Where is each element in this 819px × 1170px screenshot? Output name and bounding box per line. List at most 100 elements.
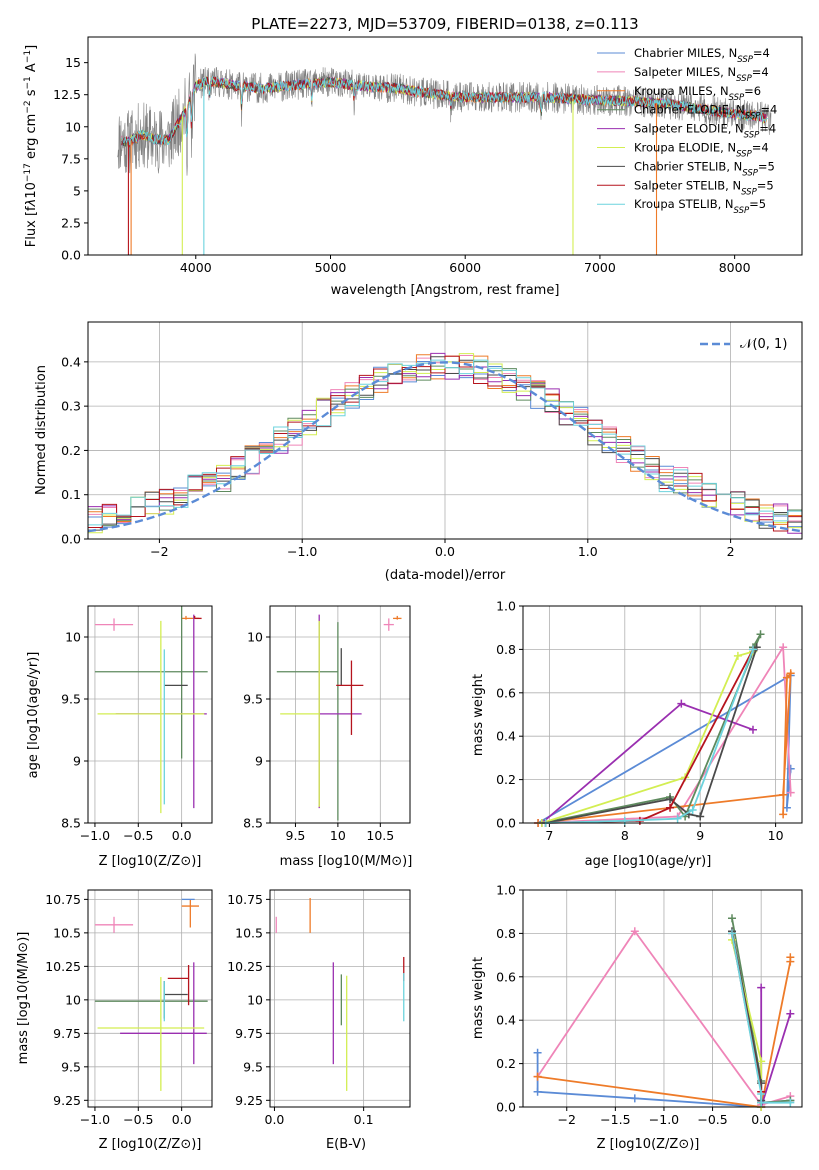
wage-marker-kroupa_stelib	[748, 645, 757, 654]
massz-frame	[87, 889, 213, 1108]
wz-marker-kroupa_miles	[786, 953, 795, 962]
age-vs-mass-panel: 9.5 10 10.5 8.5 9 9.5 10	[243, 605, 411, 843]
massz-ytick-label: 10	[65, 992, 81, 1007]
hist-xtick-label: 1.0	[578, 544, 598, 559]
weight-z-ylabel: mass weight	[471, 957, 486, 1039]
wz-marker-kroupa_stelib	[757, 1098, 766, 1107]
age-vs-metallicity-panel: −1.0 −0.5 0.0 8.5 9 9.5 10	[61, 605, 213, 843]
masse-xtick-label: 0.0	[265, 1112, 285, 1127]
hist-ytick-label: 0.2	[61, 443, 81, 458]
hist-xtick-label: 2	[727, 544, 735, 559]
spectrum-ylabel: Flux [fλ10−17 erg cm−2 s−1 A−1]	[23, 45, 39, 247]
histogram-ylabel: Normed distribution	[34, 365, 49, 495]
spec-ytick-label: 0.0	[61, 248, 81, 263]
weight-vs-age-panel: 7 8 9 10 0.0 0.2 0.4 0.6 0.8 1.0	[496, 599, 803, 843]
spec-ytick-label: 12.5	[53, 87, 81, 102]
wage-ytick-label: 1.0	[496, 599, 516, 614]
spec-ytick-label: 10	[65, 119, 81, 134]
masse-ytick-label: 9.5	[243, 1059, 263, 1074]
wage-line-chabrier_stelib	[545, 646, 758, 824]
agez-xtick-label: 0.0	[172, 828, 192, 843]
hist-frame	[87, 321, 803, 540]
massz-xtick-label: −0.5	[123, 1112, 153, 1127]
wz-ytick-label: 0.2	[496, 1056, 516, 1071]
spec-xtick-label: 8000	[719, 260, 751, 275]
legend-label-salpeter_stelib: Salpeter STELIB, NSSP=5	[634, 178, 774, 197]
legend-label-kroupa_miles: Kroupa MILES, NSSP=6	[634, 84, 761, 103]
agez-xtick-label: −1.0	[80, 828, 110, 843]
masse-ytick-label: 9.25	[235, 1093, 263, 1108]
wage-marker-kroupa_miles	[779, 790, 788, 799]
massz-xtick-label: −1.0	[80, 1112, 110, 1127]
legend-label-chabrier_elodie: Chabrier ELODIE, NSSP=4	[634, 103, 777, 122]
masse-ytick-label: 10.5	[235, 925, 263, 940]
weight-z-xlabel: Z [log10(Z/Z⊙)]	[597, 1137, 700, 1152]
wz-line-kroupa_elodie	[731, 939, 763, 1107]
spectrum-xlabel: wavelength [Angstrom, rest frame]	[331, 283, 560, 298]
wz-ytick-label: 1.0	[496, 883, 516, 898]
agez-ytick-label: 8.5	[61, 816, 81, 831]
wz-marker-chabrier_miles	[533, 1048, 542, 1057]
weight-vs-metallicity-panel: −2 −1.5 −1.0 −0.5 0.0 0.0 0.2 0.4 0.6 0.8 1.0	[496, 883, 803, 1127]
gaussian-legend-label: 𝒩(0, 1)	[740, 337, 787, 352]
wage-marker-chabrier_miles	[782, 803, 791, 812]
agem-xtick-label: 9.5	[286, 828, 306, 843]
wage-ytick-label: 0.8	[496, 642, 516, 657]
wage-line-salpeter_elodie	[541, 702, 754, 824]
wz-xtick-label: −0.5	[697, 1112, 727, 1127]
wage-marker-salpeter_elodie	[748, 725, 757, 734]
wage-marker-salpeter_miles	[779, 643, 788, 652]
massz-ytick-label: 10.5	[53, 925, 81, 940]
wz-marker-chabrier_elodie	[728, 914, 737, 923]
wage-xtick-label: 7	[545, 828, 553, 843]
wage-marker-kroupa_stelib	[688, 805, 697, 814]
legend-label-chabrier_miles: Chabrier MILES, NSSP=4	[634, 46, 770, 65]
weight-age-ylabel: mass weight	[471, 674, 486, 756]
wz-marker-kroupa_stelib	[757, 1089, 766, 1098]
wz-xtick-label: −1.0	[649, 1112, 679, 1127]
wz-marker-chabrier_miles	[533, 1087, 542, 1096]
agez-frame	[87, 605, 213, 824]
wz-marker-salpeter_elodie	[757, 983, 766, 992]
age-mass-xlabel: mass [log10(M/M⊙)]	[280, 854, 413, 869]
model-spectrum-kroupa_stelib	[121, 75, 768, 146]
spec-xtick-label: 5000	[315, 260, 347, 275]
wz-ytick-label: 0.4	[496, 1013, 516, 1028]
agem-frame	[269, 605, 411, 824]
mass-z-xlabel: Z [log10(Z/Z⊙)]	[99, 1137, 202, 1152]
hist-ytick-label: 0.0	[61, 532, 81, 547]
wage-marker-salpeter_stelib	[666, 803, 675, 812]
wage-marker-kroupa_elodie	[733, 651, 742, 660]
wz-ytick-label: 0.6	[496, 969, 516, 984]
wz-marker-salpeter_miles	[630, 927, 639, 936]
wage-marker-kroupa_miles	[786, 669, 795, 678]
wz-frame	[522, 889, 803, 1108]
mass-ebv-xlabel: E(B-V)	[326, 1137, 366, 1152]
wage-marker-chabrier_stelib	[666, 795, 675, 804]
wage-marker-chabrier_miles	[786, 764, 795, 773]
mass-z-ylabel: mass [log10(M/M⊙)]	[16, 932, 31, 1065]
hist-xtick-label: 0.0	[435, 544, 455, 559]
wage-marker-kroupa_miles	[782, 673, 791, 682]
legend-label-chabrier_stelib: Chabrier STELIB, NSSP=5	[634, 159, 775, 178]
weight-age-xlabel: age [log10(age/yr)]	[585, 854, 712, 869]
agem-ytick-label: 8.5	[243, 816, 263, 831]
legend-label-salpeter_miles: Salpeter MILES, NSSP=4	[634, 65, 769, 84]
spec-ytick-label: 7.5	[61, 151, 81, 166]
residual-histogram-panel: −2 −1.0 0.0 1.0 2 0.0 0.1 0.2 0.3 0.4	[61, 321, 803, 559]
agez-ytick-label: 10	[65, 630, 81, 645]
wage-marker-kroupa_stelib	[673, 814, 682, 823]
spec-xtick-label: 4000	[180, 260, 212, 275]
mass-vs-extinction-panel: 0.0 0.1 9.25 9.5 9.75 10 10.25 10.5 10.75	[227, 889, 411, 1127]
massz-ytick-label: 10.25	[45, 959, 81, 974]
wz-xtick-label: −1.5	[600, 1112, 630, 1127]
massz-ytick-label: 10.75	[45, 892, 81, 907]
massz-ytick-label: 9.25	[53, 1093, 81, 1108]
legend-label-salpeter_elodie: Salpeter ELODIE, NSSP=4	[634, 122, 776, 141]
wz-ytick-label: 0.0	[496, 1100, 516, 1115]
wz-marker-chabrier_miles	[630, 1094, 639, 1103]
age-z-xlabel: Z [log10(Z/Z⊙)]	[99, 854, 202, 869]
masse-ytick-label: 10	[247, 992, 263, 1007]
wz-marker-kroupa_stelib	[728, 929, 737, 938]
